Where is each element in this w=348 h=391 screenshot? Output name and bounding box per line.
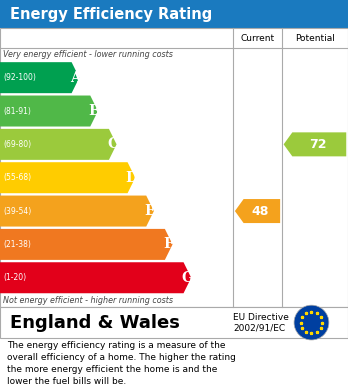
Text: (55-68): (55-68) [3, 173, 32, 182]
Text: E: E [145, 204, 155, 218]
Text: C: C [107, 137, 118, 151]
Bar [0, 307, 348, 338]
Text: Current: Current [240, 34, 275, 43]
Text: D: D [125, 171, 137, 185]
Ellipse shape [294, 305, 329, 340]
Text: G: G [181, 271, 193, 285]
Text: England & Wales: England & Wales [10, 314, 180, 332]
Text: (39-54): (39-54) [3, 206, 32, 215]
Text: Not energy efficient - higher running costs: Not energy efficient - higher running co… [3, 296, 174, 305]
Polygon shape [0, 62, 79, 93]
Bar [0, 28, 348, 307]
Text: (92-100): (92-100) [3, 73, 36, 82]
Polygon shape [235, 199, 280, 223]
Polygon shape [0, 162, 135, 193]
Polygon shape [0, 262, 191, 293]
Text: (69-80): (69-80) [3, 140, 32, 149]
Bar [0, 0, 348, 28]
Polygon shape [0, 129, 117, 160]
Text: Energy Efficiency Rating: Energy Efficiency Rating [10, 7, 213, 22]
Text: Potential: Potential [295, 34, 335, 43]
Text: Very energy efficient - lower running costs: Very energy efficient - lower running co… [3, 50, 173, 59]
Text: EU Directive
2002/91/EC: EU Directive 2002/91/EC [233, 313, 289, 332]
Polygon shape [0, 95, 98, 127]
Text: (81-91): (81-91) [3, 106, 31, 115]
Text: (21-38): (21-38) [3, 240, 31, 249]
Text: B: B [88, 104, 100, 118]
Polygon shape [284, 133, 346, 156]
Text: F: F [164, 237, 174, 251]
Polygon shape [0, 196, 154, 226]
Text: The energy efficiency rating is a measure of the
overall efficiency of a home. T: The energy efficiency rating is a measur… [7, 341, 236, 386]
Polygon shape [0, 229, 173, 260]
Text: (1-20): (1-20) [3, 273, 26, 282]
Text: 72: 72 [309, 138, 326, 151]
Text: A: A [70, 71, 81, 85]
Text: 48: 48 [252, 204, 269, 217]
